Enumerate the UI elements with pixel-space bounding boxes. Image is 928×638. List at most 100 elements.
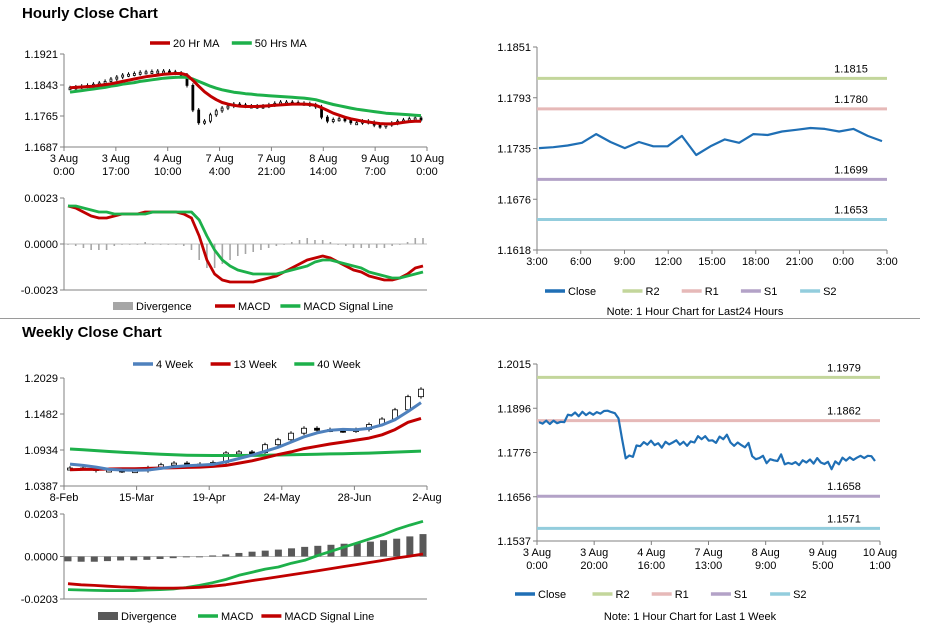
weekly-close-legend-label: S1 <box>734 589 747 601</box>
hourly-candle-y-tick-label: 1.1687 <box>24 142 58 154</box>
weekly-close-legend-label: Close <box>538 589 566 601</box>
hourly-candle-legend-label: 20 Hr MA <box>173 38 220 50</box>
weekly-candle-y-tick-label: 1.1482 <box>24 409 58 421</box>
hourly-candle-candle-body <box>214 110 218 116</box>
hourly-macd-divergence-bar <box>182 244 185 246</box>
weekly-macd-divergence-bar <box>288 548 296 557</box>
hourly-close-close-line <box>538 126 883 157</box>
weekly-candle-candle-body <box>236 451 242 455</box>
hourly-candle-candle-body <box>355 122 359 126</box>
hourly-macd-divergence-bar <box>144 242 146 244</box>
hourly-macd-divergence-bar <box>360 244 363 248</box>
hourly-macd-divergence-bar <box>314 240 316 244</box>
hourly-candle-x-tick-label: 9 Aug <box>361 153 389 165</box>
weekly-macd-divergence-bar <box>380 540 388 557</box>
hourly-candle-candle-body <box>109 78 113 82</box>
weekly-close-y-tick-label: 1.1776 <box>497 448 531 460</box>
weekly-close-x-tick-label: 3 Aug <box>523 547 551 559</box>
hourly-macd-divergence-bar <box>422 238 424 244</box>
weekly-close-x-tick-label: 3 Aug <box>580 547 608 559</box>
weekly-macd-macd-line <box>67 519 424 592</box>
weekly-close-s1-label: 1.1658 <box>827 481 861 493</box>
weekly-candle-x-tick-label: 2-Aug <box>412 492 441 504</box>
weekly-macd-y-tick-label: 0.0203 <box>24 509 58 521</box>
hourly-macd-divergence-bar <box>90 244 92 250</box>
weekly-candle-candle-body <box>288 432 294 441</box>
hourly-close-legend-label: Close <box>568 286 596 298</box>
hourly-macd-divergence-bar <box>283 244 285 245</box>
hourly-close-y-tick-label: 1.1735 <box>497 144 531 156</box>
weekly-macd-divergence-bar <box>314 545 322 557</box>
weekly-candle-candle-body <box>301 427 307 434</box>
weekly-close-r1-label: 1.1862 <box>827 406 861 418</box>
hourly-close-note: Note: 1 Hour Chart for Last24 Hours <box>607 306 784 318</box>
hourly-close-x-tick-label: 12:00 <box>654 256 682 268</box>
hourly-candle-candle-body <box>343 118 347 122</box>
hourly-section-title: Hourly Close Chart <box>22 5 158 22</box>
weekly-close-y-tick-label: 1.1537 <box>497 536 531 548</box>
hourly-close-s2-label: 1.1653 <box>834 205 868 217</box>
hourly-candle-x-tick-label: 0:00 <box>53 166 74 178</box>
hourly-close-legend-label: R1 <box>705 286 719 298</box>
weekly-close-y-tick-label: 1.2015 <box>497 359 531 371</box>
hourly-macd-divergence-bar <box>414 238 417 244</box>
hourly-macd-divergence-bar <box>190 244 193 250</box>
hourly-macd-divergence-bar <box>399 244 401 245</box>
weekly-candle-w4-line <box>69 401 422 472</box>
hourly-candle-candle-body <box>191 84 195 111</box>
weekly-macd-divergence-bar <box>274 549 282 557</box>
weekly-close-legend-label: R2 <box>616 589 630 601</box>
weekly-close-x-tick-label: 9 Aug <box>809 547 837 559</box>
weekly-close-x-tick-label: 7 Aug <box>694 547 722 559</box>
weekly-close-x-tick-label: 5:00 <box>812 560 833 572</box>
hourly-macd-divergence-bar <box>152 244 154 245</box>
weekly-close-x-tick-label: 8 Aug <box>752 547 780 559</box>
hourly-macd-divergence-bar <box>229 244 231 260</box>
hourly-macd-divergence-bar <box>260 244 262 250</box>
hourly-candle-x-tick-label: 8 Aug <box>309 153 337 165</box>
hourly-close-x-tick-label: 0:00 <box>833 256 854 268</box>
hourly-close-legend-label: R2 <box>646 286 660 298</box>
weekly-candle-x-tick-label: 8-Feb <box>50 492 79 504</box>
hourly-macd-divergence-bar <box>337 244 339 245</box>
hourly-candle-candle-body <box>150 71 154 74</box>
hourly-close-legend-label: S2 <box>823 286 836 298</box>
hourly-macd-divergence-bar <box>252 244 255 252</box>
hourly-close-x-tick-label: 21:00 <box>786 256 814 268</box>
hourly-macd-chart: 0.0023 0.0000 -0.0023 Divergence MACD MACD Si… <box>21 193 427 313</box>
hourly-candle-y-tick-label: 1.1765 <box>24 111 58 123</box>
section-divider <box>0 318 920 319</box>
weekly-candle-legend-label: 40 Week <box>317 359 361 371</box>
weekly-close-x-tick-label: 4 Aug <box>637 547 665 559</box>
hourly-close-y-tick-label: 1.1793 <box>497 93 531 105</box>
weekly-close-close-line <box>538 409 876 471</box>
hourly-macd-legend-label: Divergence <box>136 301 192 313</box>
hourly-candle-candle-body <box>419 117 423 121</box>
hourly-macd-divergence-bar <box>128 244 131 245</box>
weekly-macd-divergence-bar <box>90 556 98 562</box>
weekly-candle-candle-body <box>275 439 281 446</box>
hourly-macd-divergence-bar <box>329 242 332 244</box>
hourly-macd-divergence-bar <box>368 244 370 248</box>
hourly-candle-legend-label: 50 Hrs MA <box>255 38 308 50</box>
weekly-macd-divergence-bar <box>419 534 427 557</box>
hourly-close-x-tick-label: 3:00 <box>876 256 897 268</box>
weekly-close-legend-label: S2 <box>793 589 806 601</box>
weekly-close-r2-label: 1.1979 <box>827 362 861 374</box>
hourly-macd-divergence-bar <box>113 244 116 246</box>
hourly-macd-divergence-bar <box>352 244 355 248</box>
hourly-candle-x-tick-label: 14:00 <box>310 166 338 178</box>
hourly-macd-divergence-bar <box>298 240 301 244</box>
hourly-close-s1-label: 1.1699 <box>834 164 868 176</box>
weekly-macd-divergence-bar <box>130 556 138 561</box>
hourly-macd-divergence-bar <box>105 244 108 250</box>
hourly-close-x-tick-label: 6:00 <box>570 256 591 268</box>
weekly-candle-x-tick-label: 24-May <box>263 492 300 504</box>
weekly-macd-divergence-bar <box>156 556 164 560</box>
weekly-candle-y-tick-label: 1.0387 <box>24 481 58 493</box>
hourly-candle-candle-body <box>203 120 206 124</box>
hourly-candle-x-tick-label: 3 Aug <box>50 153 78 165</box>
hourly-macd-legend-label: MACD <box>238 301 270 313</box>
hourly-candle-x-tick-label: 4 Aug <box>154 153 182 165</box>
weekly-macd-divergence-bar <box>366 541 374 557</box>
